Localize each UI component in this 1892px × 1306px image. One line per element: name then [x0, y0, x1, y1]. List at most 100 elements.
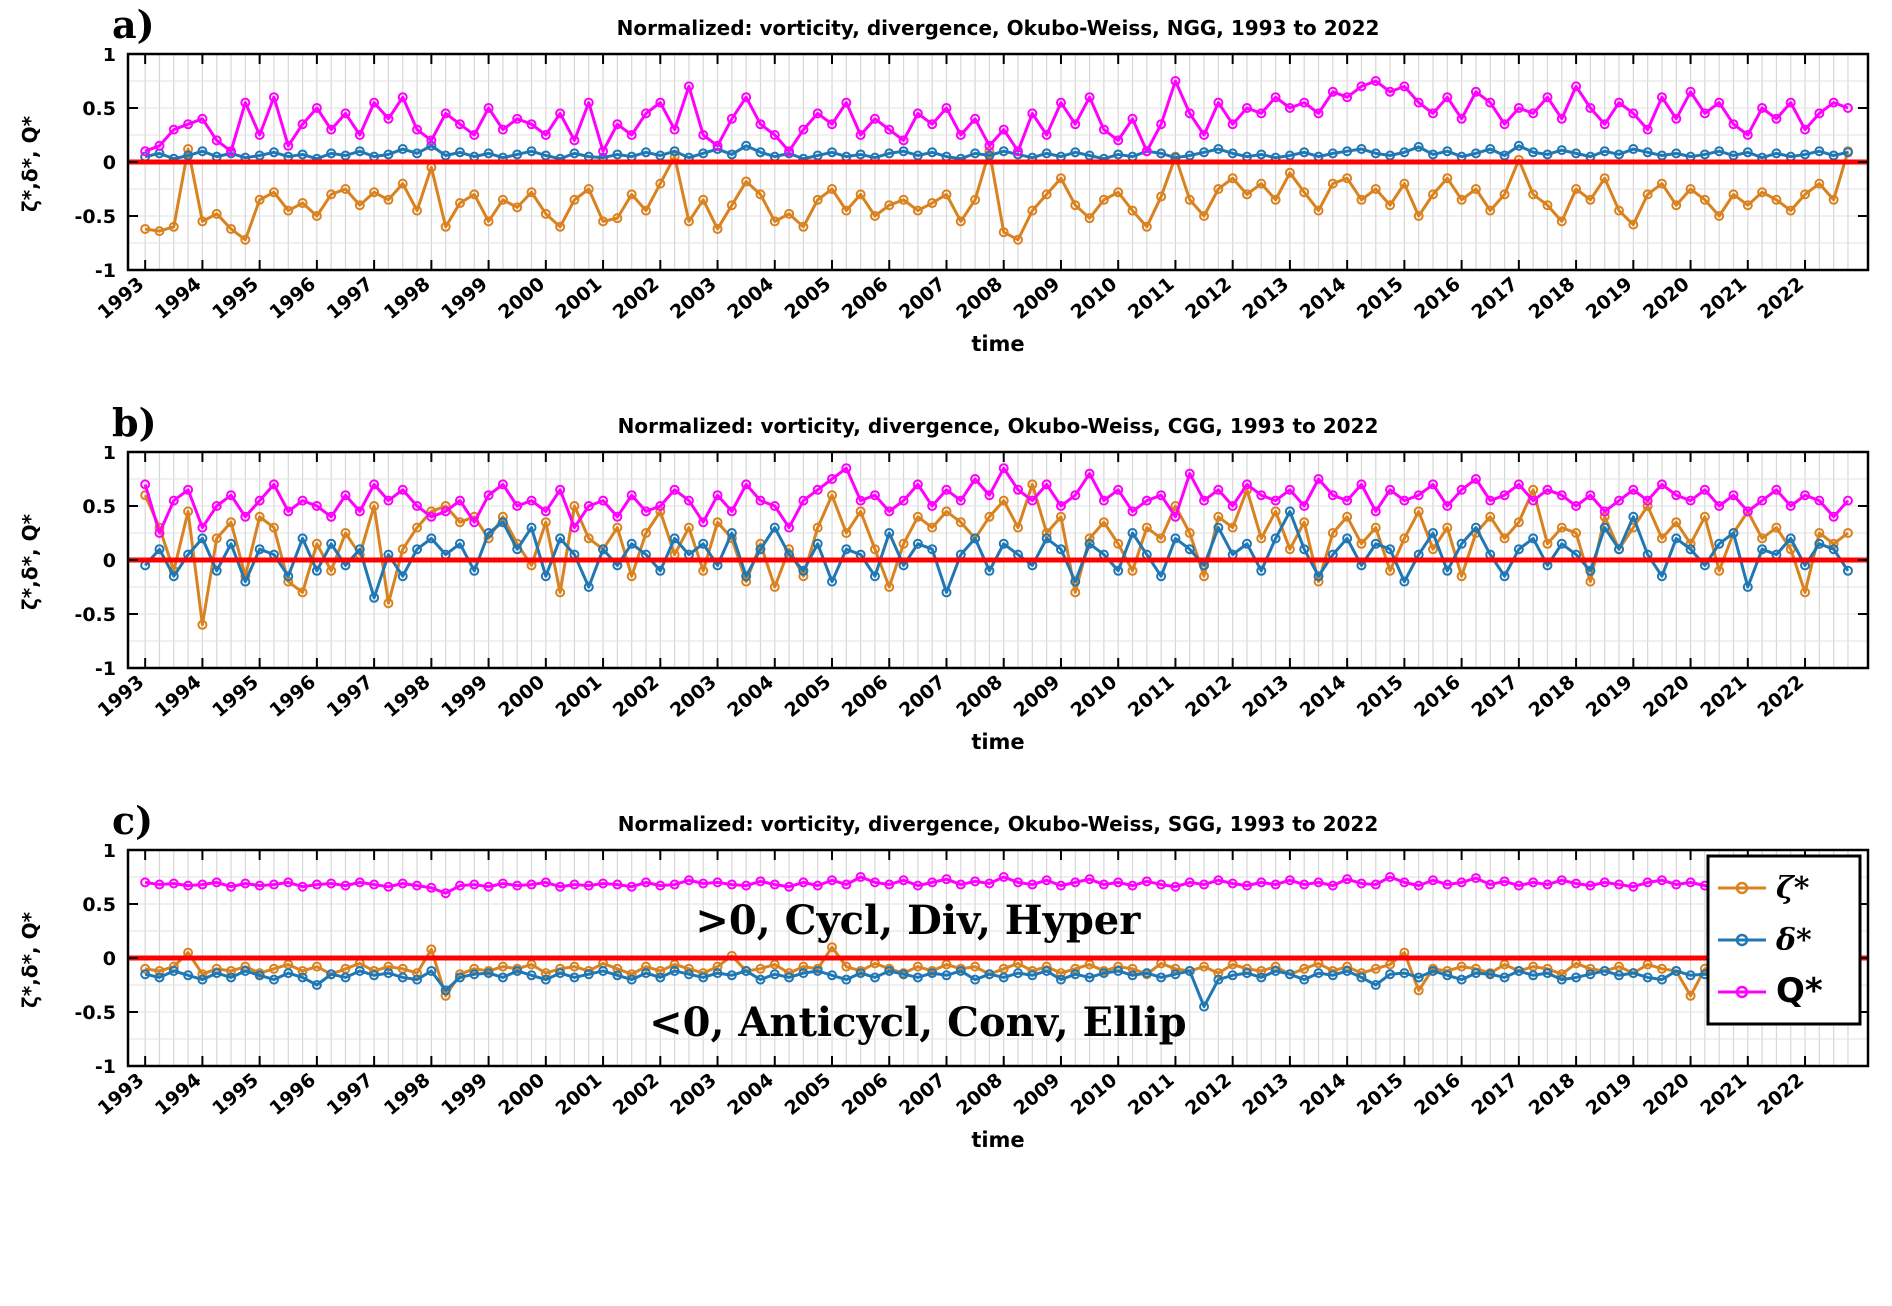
marker	[1714, 565, 1725, 576]
x-tick-label: 2011	[1124, 671, 1179, 722]
marker	[583, 880, 594, 891]
marker	[254, 544, 265, 555]
marker	[855, 968, 866, 979]
marker	[540, 974, 551, 985]
marker	[440, 221, 451, 232]
marker	[769, 501, 780, 511]
marker	[841, 974, 852, 985]
marker	[827, 490, 838, 501]
marker	[683, 969, 694, 980]
marker	[140, 479, 151, 490]
marker	[354, 146, 365, 157]
marker	[841, 544, 852, 555]
marker	[1327, 528, 1338, 538]
marker	[1485, 495, 1496, 506]
marker	[1642, 147, 1653, 158]
marker	[483, 216, 494, 227]
marker	[1413, 97, 1424, 108]
marker	[898, 146, 909, 157]
marker	[726, 528, 737, 538]
marker	[1499, 876, 1510, 887]
y-tick-label: -1	[95, 658, 116, 680]
marker	[798, 124, 809, 135]
marker	[898, 875, 909, 886]
marker	[1256, 972, 1267, 983]
marker	[1327, 148, 1338, 159]
marker	[941, 506, 952, 517]
annotation: <0, Anticycl, Conv, Ellip	[649, 999, 1186, 1046]
marker	[898, 495, 909, 506]
marker	[1385, 872, 1396, 882]
marker	[569, 961, 580, 972]
marker	[984, 490, 995, 501]
x-tick-label: 1994	[151, 671, 206, 722]
marker	[268, 479, 279, 490]
marker	[397, 972, 408, 983]
marker	[741, 571, 752, 582]
x-tick-label: 2015	[1353, 1069, 1408, 1120]
marker	[1628, 511, 1639, 522]
marker	[1656, 479, 1667, 490]
marker	[211, 565, 222, 576]
x-tick-label: 2006	[838, 671, 893, 722]
marker	[1113, 965, 1124, 976]
marker	[1542, 149, 1553, 160]
marker	[970, 113, 981, 124]
marker	[1742, 200, 1753, 211]
x-tick-label: 2018	[1525, 671, 1580, 722]
marker	[583, 582, 594, 592]
marker	[1800, 490, 1811, 501]
marker	[1442, 522, 1453, 533]
marker	[827, 474, 838, 484]
marker	[1428, 875, 1438, 886]
marker	[1127, 506, 1138, 517]
marker	[512, 544, 523, 555]
marker	[1614, 879, 1625, 890]
marker	[640, 147, 651, 158]
marker	[912, 880, 923, 891]
marker	[254, 880, 265, 891]
marker	[211, 501, 222, 511]
x-tick-label: 2005	[781, 671, 836, 722]
marker	[669, 146, 680, 157]
x-tick-label: 2022	[1754, 273, 1809, 324]
marker	[1814, 528, 1825, 538]
marker	[426, 965, 437, 976]
panel-c-y-axis-label: ζ*,δ*, Q*	[18, 911, 42, 1009]
marker	[898, 135, 909, 146]
marker	[1170, 76, 1181, 86]
marker	[369, 879, 380, 890]
marker	[1385, 544, 1396, 555]
marker	[1399, 81, 1410, 92]
marker	[1614, 97, 1625, 108]
marker	[454, 119, 465, 130]
marker	[1757, 544, 1768, 555]
marker	[1556, 113, 1567, 124]
marker	[970, 148, 981, 159]
marker	[1585, 194, 1596, 205]
marker	[1599, 173, 1610, 184]
marker	[769, 582, 780, 592]
marker	[240, 878, 251, 889]
marker	[1413, 490, 1424, 501]
marker	[369, 97, 380, 108]
marker	[1399, 178, 1410, 189]
marker	[1771, 194, 1782, 205]
marker	[884, 879, 895, 890]
marker	[1098, 124, 1109, 135]
marker	[683, 522, 694, 533]
marker	[240, 234, 251, 245]
series-line-2	[143, 466, 1850, 535]
marker	[1771, 522, 1782, 533]
marker	[769, 216, 780, 227]
marker	[855, 130, 866, 140]
marker	[512, 202, 523, 213]
marker	[454, 880, 465, 891]
marker	[240, 97, 251, 108]
marker	[1098, 194, 1109, 205]
marker	[669, 533, 680, 544]
x-tick-label: 2005	[781, 1069, 836, 1120]
marker	[1642, 877, 1653, 888]
marker	[483, 148, 494, 159]
marker	[827, 576, 838, 587]
